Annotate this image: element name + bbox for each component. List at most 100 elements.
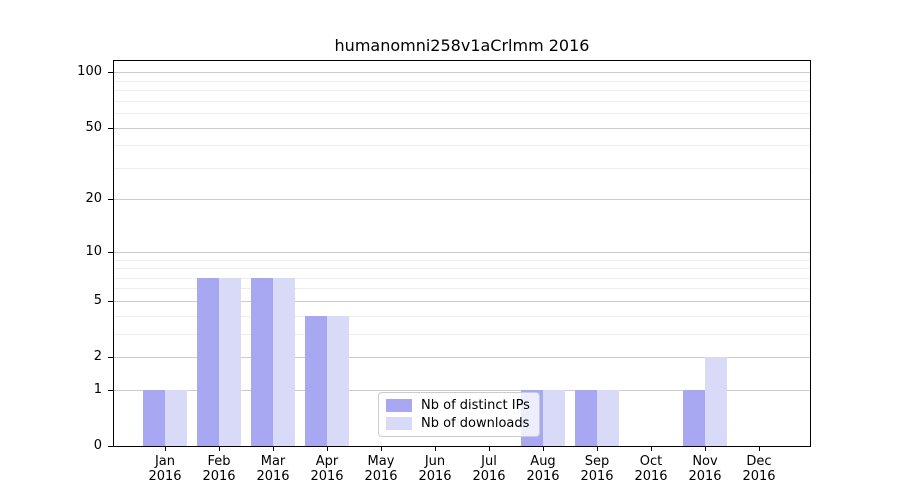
x-tick-year: 2016 bbox=[256, 469, 290, 484]
bar-downloads-aug bbox=[543, 389, 565, 446]
minor-gridline bbox=[114, 167, 810, 169]
y-tick-mark bbox=[108, 300, 114, 302]
minor-gridline bbox=[114, 315, 810, 317]
minor-gridline bbox=[114, 113, 810, 115]
x-tick-year: 2016 bbox=[148, 469, 182, 484]
x-tick-year: 2016 bbox=[742, 469, 776, 484]
bar-downloads-apr bbox=[327, 315, 349, 446]
x-tick-label-aug: Aug 2016 bbox=[515, 454, 571, 484]
y-tick-mark bbox=[108, 72, 114, 74]
x-tick-month: Jan bbox=[154, 454, 176, 469]
bar-distinct-ips-sep bbox=[575, 389, 597, 446]
x-tick-year: 2016 bbox=[310, 469, 344, 484]
bar-downloads-nov bbox=[705, 357, 727, 446]
x-tick-mark bbox=[219, 446, 220, 451]
x-tick-month: Dec bbox=[746, 454, 772, 469]
x-tick-mark bbox=[327, 446, 328, 451]
x-tick-label-sep: Sep 2016 bbox=[569, 454, 625, 484]
major-gridline bbox=[114, 72, 810, 74]
major-gridline bbox=[114, 127, 810, 129]
x-tick-month: Mar bbox=[260, 454, 286, 469]
x-tick-year: 2016 bbox=[418, 469, 452, 484]
bar-distinct-ips-feb bbox=[197, 277, 219, 446]
x-tick-month: Nov bbox=[692, 454, 718, 469]
x-tick-month: Jul bbox=[481, 454, 497, 469]
x-tick-year: 2016 bbox=[580, 469, 614, 484]
x-tick-mark bbox=[543, 446, 544, 451]
chart-title: humanomni258v1aCrlmm 2016 bbox=[334, 36, 590, 55]
x-tick-mark bbox=[273, 446, 274, 451]
x-tick-mark bbox=[435, 446, 436, 451]
x-tick-label-oct: Oct 2016 bbox=[623, 454, 679, 484]
major-gridline bbox=[114, 357, 810, 359]
y-tick-label: 5 bbox=[93, 292, 102, 308]
y-tick-mark bbox=[108, 446, 114, 447]
y-tick-label: 2 bbox=[93, 349, 102, 365]
legend-item-distinct-ips: Nb of distinct IPs bbox=[386, 398, 530, 413]
x-tick-label-jul: Jul 2016 bbox=[461, 454, 517, 484]
legend-label-distinct-ips: Nb of distinct IPs bbox=[421, 398, 530, 413]
y-tick-label: 1 bbox=[93, 381, 102, 397]
major-gridline bbox=[114, 300, 810, 302]
x-tick-mark bbox=[705, 446, 706, 451]
bar-downloads-jan bbox=[165, 389, 187, 446]
x-tick-month: Oct bbox=[639, 454, 663, 469]
x-tick-label-apr: Apr 2016 bbox=[299, 454, 355, 484]
x-tick-mark bbox=[381, 446, 382, 451]
x-tick-mark bbox=[651, 446, 652, 451]
legend: Nb of distinct IPs Nb of downloads bbox=[378, 392, 540, 437]
y-tick-mark bbox=[108, 357, 114, 359]
major-gridline bbox=[114, 199, 810, 201]
x-tick-mark bbox=[489, 446, 490, 451]
minor-gridline bbox=[114, 80, 810, 82]
y-tick-mark bbox=[108, 251, 114, 253]
bar-downloads-feb bbox=[219, 277, 241, 446]
minor-gridline bbox=[114, 259, 810, 261]
x-tick-year: 2016 bbox=[364, 469, 398, 484]
x-tick-mark bbox=[165, 446, 166, 451]
bar-distinct-ips-jan bbox=[143, 389, 165, 446]
plot-area: 0 1 2 5 10 20 50 100 Jan 2016 Feb 2016 Mar 2016 Apr 201… bbox=[77, 60, 811, 484]
y-tick-mark bbox=[108, 389, 114, 391]
minor-gridline bbox=[114, 288, 810, 290]
minor-gridline bbox=[114, 268, 810, 270]
bar-distinct-ips-mar bbox=[251, 277, 273, 446]
bar-downloads-mar bbox=[273, 277, 295, 446]
minor-gridline bbox=[114, 90, 810, 92]
x-tick-year: 2016 bbox=[526, 469, 560, 484]
x-tick-label-jun: Jun 2016 bbox=[407, 454, 463, 484]
x-tick-year: 2016 bbox=[202, 469, 236, 484]
x-tick-month: Jun bbox=[424, 454, 446, 469]
x-tick-year: 2016 bbox=[472, 469, 506, 484]
x-tick-label-may: May 2016 bbox=[353, 454, 409, 484]
x-tick-label-dec: Dec 2016 bbox=[731, 454, 787, 484]
bar-distinct-ips-nov bbox=[683, 389, 705, 446]
major-gridline bbox=[114, 251, 810, 253]
major-gridline bbox=[114, 389, 810, 391]
x-tick-month: Apr bbox=[315, 454, 339, 469]
minor-gridline bbox=[114, 277, 810, 279]
y-tick-label: 50 bbox=[85, 119, 102, 135]
minor-gridline bbox=[114, 145, 810, 147]
x-tick-month: May bbox=[367, 454, 395, 469]
y-tick-label: 0 bbox=[93, 438, 102, 453]
y-tick-label: 20 bbox=[85, 191, 102, 207]
minor-gridline bbox=[114, 333, 810, 335]
x-tick-month: Feb bbox=[207, 454, 231, 469]
x-tick-mark bbox=[597, 446, 598, 451]
x-tick-label-jan: Jan 2016 bbox=[137, 454, 193, 484]
downloads-swatch bbox=[386, 417, 412, 430]
x-tick-label-mar: Mar 2016 bbox=[245, 454, 301, 484]
y-tick-mark bbox=[108, 127, 114, 129]
x-tick-mark bbox=[759, 446, 760, 451]
y-tick-label: 100 bbox=[77, 64, 102, 80]
x-tick-label-feb: Feb 2016 bbox=[191, 454, 247, 484]
x-tick-year: 2016 bbox=[634, 469, 668, 484]
y-tick-mark bbox=[108, 199, 114, 201]
x-tick-month: Aug bbox=[530, 454, 556, 469]
bar-downloads-sep bbox=[597, 389, 619, 446]
minor-gridline bbox=[114, 100, 810, 102]
y-tick-label: 10 bbox=[85, 243, 102, 259]
x-tick-year: 2016 bbox=[688, 469, 722, 484]
